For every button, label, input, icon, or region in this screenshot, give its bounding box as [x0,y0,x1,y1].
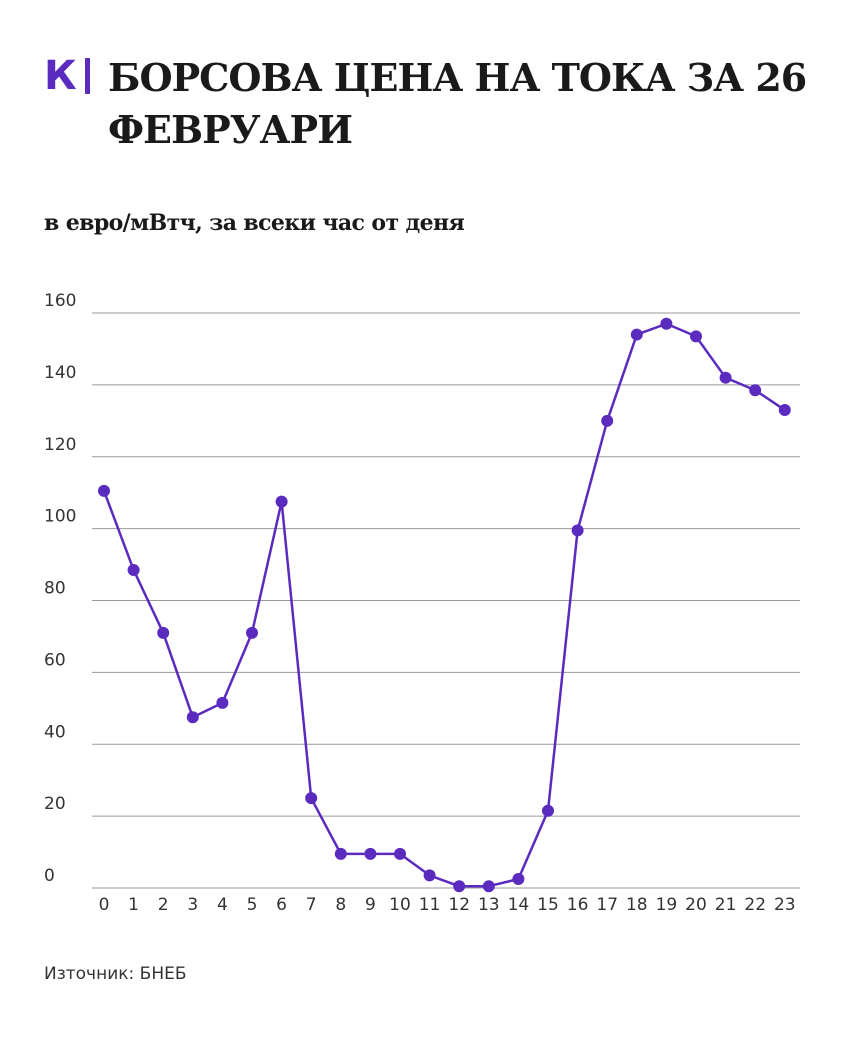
data-point [482,880,495,893]
series-line [102,322,786,888]
data-point [186,711,199,724]
data-point [98,484,110,497]
x-axis-ticks: 0 1 2 3 4 5 6 7 8 9 10 11 12 13 14 15 16 17 18 19 20 21 22 23 [99,895,796,915]
series-points [98,317,791,893]
source-note: Източник: БНЕБ [44,963,187,985]
data-point [660,317,673,330]
y-tick-label: 120 [44,435,76,455]
y-tick-label: 140 [44,363,76,383]
x-tick-label: 5 [247,895,258,915]
source-label: Източник: [44,964,135,984]
series-line-0 [102,322,786,888]
chart-subtitle: в евро/мВтч, за всеки час от деня [44,210,465,236]
x-tick-label: 18 [626,895,648,915]
x-tick-label: 2 [158,895,169,915]
data-point [749,384,762,397]
x-tick-label: 22 [744,895,766,915]
x-tick-label: 7 [306,895,317,915]
data-point [334,847,347,860]
y-tick-label: 160 [44,291,76,311]
logo-divider [84,58,90,94]
x-tick-label: 12 [448,895,470,915]
data-point [630,328,643,341]
x-tick-label: 20 [685,895,707,915]
x-tick-label: 0 [99,895,110,915]
data-point [542,804,554,817]
x-tick-label: 19 [656,895,678,915]
data-point [571,524,584,537]
x-tick-label: 3 [187,895,198,915]
data-point [127,563,140,576]
y-tick-label: 40 [44,722,66,742]
y-tick-label: 0 [44,866,55,886]
x-tick-label: 14 [508,895,530,915]
logo: К [44,56,90,96]
x-tick-label: 13 [478,895,500,915]
x-tick-label: 4 [217,895,228,915]
data-point [364,847,377,860]
x-tick-label: 11 [419,895,441,915]
data-point [778,404,791,417]
x-tick-label: 21 [715,895,737,915]
data-point [719,371,732,384]
data-point [512,873,525,886]
data-point [453,880,466,893]
x-tick-label: 6 [276,895,287,915]
y-axis-ticks: 0 20 40 60 80 100 120 140 160 [44,291,76,886]
data-point [601,414,614,427]
y-tick-label: 20 [44,794,66,814]
y-tick-label: 80 [44,579,66,599]
x-tick-label: 23 [774,895,796,915]
data-point [305,792,318,805]
source-value: БНЕБ [139,964,187,984]
x-tick-label: 10 [389,895,411,915]
data-point [690,330,702,343]
x-tick-label: 16 [567,895,589,915]
y-tick-label: 60 [44,650,66,670]
data-point [394,847,406,860]
y-tick-label: 100 [44,507,76,527]
data-point [246,626,258,639]
x-tick-label: 8 [335,895,346,915]
x-tick-label: 15 [537,895,559,915]
x-tick-label: 9 [365,895,376,915]
grid-lines [92,312,800,889]
data-point [157,626,170,639]
data-point [423,869,436,882]
data-point [275,495,288,508]
x-tick-label: 17 [596,895,618,915]
data-point [216,696,229,709]
chart-title: БОРСОВА ЦЕНА НА ТОКА ЗА 26 ФЕВРУАРИ [108,55,807,152]
logo-letter: К [44,53,77,99]
x-tick-label: 1 [128,895,139,915]
